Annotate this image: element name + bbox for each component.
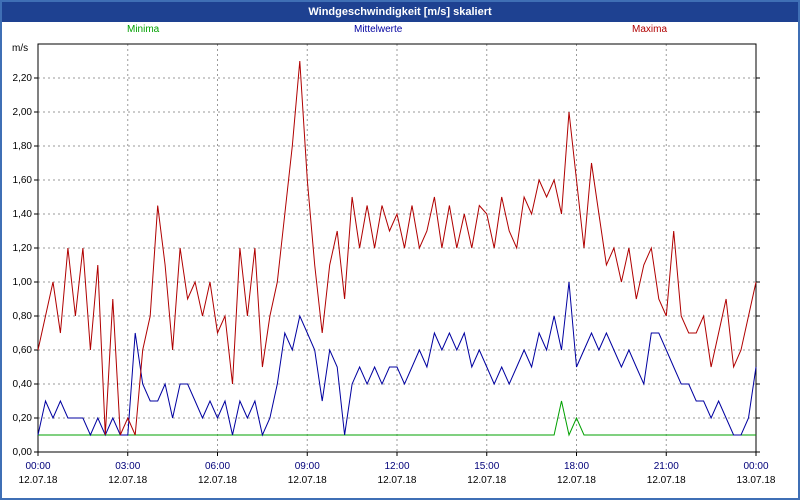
x-axis-time-label: 00:00: [25, 461, 50, 472]
legend-mittelwerte-label: Mittelwerte: [354, 24, 403, 35]
x-axis-time-label: 21:00: [654, 461, 679, 472]
legend-minima-label: Minima: [127, 24, 160, 35]
x-axis-date-label: 12.07.18: [557, 475, 596, 486]
y-axis-tick-label: 1,20: [13, 243, 33, 254]
x-axis-date-label: 12.07.18: [467, 475, 506, 486]
x-axis-time-label: 03:00: [115, 461, 140, 472]
x-axis-date-label: 12.07.18: [647, 475, 686, 486]
y-axis-tick-label: 0,00: [13, 447, 33, 458]
y-axis-tick-label: 1,80: [13, 141, 33, 152]
series-line-minima: [38, 400, 756, 437]
wind-speed-line-chart: 2,20 2,00 1,80 1,60 1,40 1,20 1,00 0,80 0,60 0,40…: [2, 38, 798, 498]
y-axis-tick-label: 0,20: [13, 413, 33, 424]
x-axis-date-label: 12.07.18: [198, 475, 237, 486]
x-axis-date-label: 12.07.18: [288, 475, 327, 486]
chart-title: Windgeschwindigkeit [m/s] skaliert: [308, 6, 492, 18]
y-axis-unit-label: m/s: [12, 43, 28, 54]
legend-maxima-label: Maxima: [632, 24, 668, 35]
y-axis-tick-label: 1,60: [13, 175, 33, 186]
series-line-mittelwerte: [37, 281, 757, 437]
y-axis-tick-label: 2,20: [13, 73, 33, 84]
x-axis-time-label: 06:00: [205, 461, 230, 472]
y-axis-tick-label: 0,40: [13, 379, 33, 390]
x-axis-time-label: 00:00: [743, 461, 768, 472]
series-line-maxima: [37, 60, 757, 436]
x-axis-time-label: 18:00: [564, 461, 589, 472]
y-axis-tick-label: 0,60: [13, 345, 33, 356]
x-axis-time-label: 09:00: [295, 461, 320, 472]
x-axis-time-label: 15:00: [474, 461, 499, 472]
title-bar: Windgeschwindigkeit [m/s] skaliert: [2, 2, 798, 22]
plot-border: [37, 43, 757, 453]
y-axis-tick-label: 1,40: [13, 209, 33, 220]
y-axis-tick-label: 1,00: [13, 277, 33, 288]
x-axis-date-label: 12.07.18: [378, 475, 417, 486]
y-axis-tick-label: 0,80: [13, 311, 33, 322]
x-axis-date-label: 13.07.18: [737, 475, 776, 486]
x-axis-date-label: 12.07.18: [108, 475, 147, 486]
y-axis-tick-label: 2,00: [13, 107, 33, 118]
chart-legend: Minima Mittelwerte Maxima: [2, 22, 798, 38]
x-axis-date-label: 12.07.18: [19, 475, 58, 486]
x-axis-time-label: 12:00: [384, 461, 409, 472]
